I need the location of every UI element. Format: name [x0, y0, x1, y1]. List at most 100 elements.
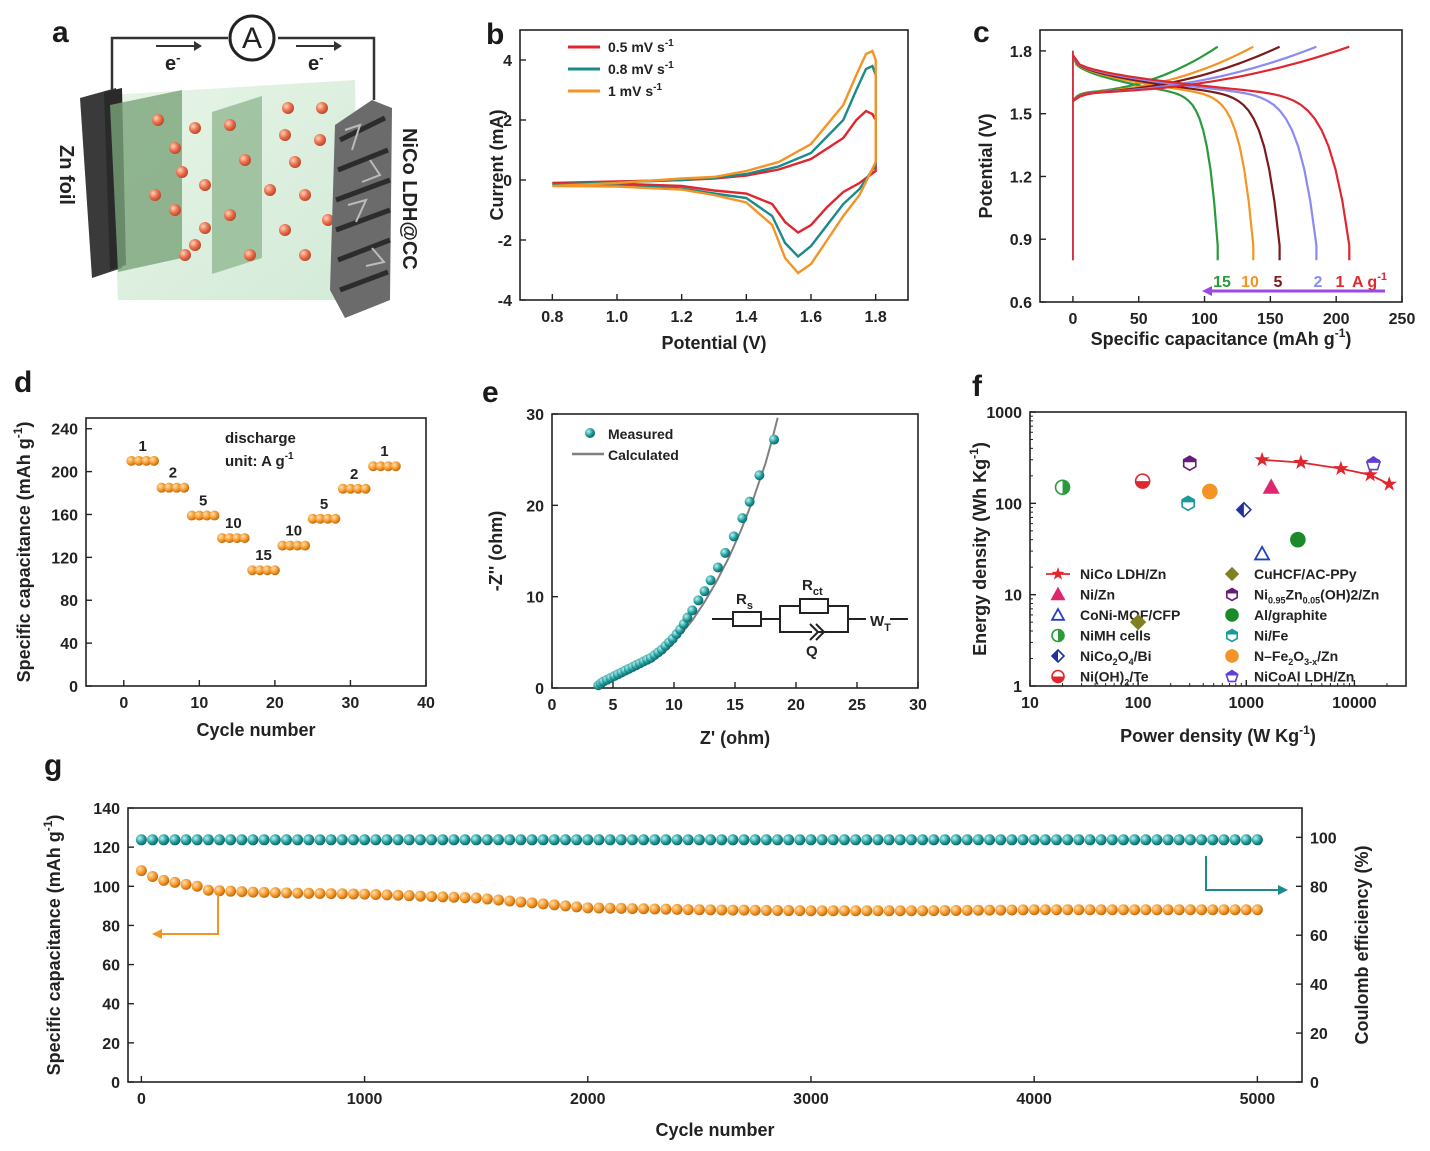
y-tick-label: -2: [498, 233, 512, 250]
capacity-point: [147, 871, 159, 882]
polygon-fill: [1181, 496, 1196, 503]
efficiency-point: [1062, 834, 1074, 846]
efficiency-point: [626, 834, 638, 846]
measured-point: [712, 562, 723, 573]
capacity-point: [1039, 904, 1051, 916]
x-axis-label: Specific capacitance (mAh g-1): [1091, 326, 1352, 349]
y-tick-label: 200: [51, 465, 78, 482]
y-tick-label: 1.8: [1010, 44, 1032, 61]
capacity-point: [1251, 904, 1263, 916]
capacity-point: [526, 897, 538, 909]
measured-point: [754, 470, 765, 481]
legend-text: Al/graphite: [1254, 607, 1327, 623]
rate-label: 2: [1314, 274, 1323, 291]
efficiency-point: [905, 834, 917, 846]
efficiency-point: [738, 834, 750, 846]
electron-label-left: e-: [165, 50, 180, 75]
x-tick-label: 30: [342, 695, 360, 712]
legend-text: Ni/Fe: [1254, 628, 1288, 644]
capacity-point: [705, 904, 717, 916]
efficiency-point: [1173, 834, 1185, 846]
cv-series-line: [552, 49, 877, 275]
efficiency-point: [1151, 834, 1163, 846]
electron-label-right: e-: [308, 50, 323, 75]
rate-point: [239, 533, 250, 544]
x-tick-label: 20: [787, 697, 805, 714]
legend-end: (OH)2/Zn: [1320, 587, 1379, 603]
rate-point: [141, 455, 152, 466]
efficiency-point: [917, 834, 929, 846]
legend-sup: -1: [665, 38, 674, 49]
legend-sub2: 3-x: [1304, 657, 1317, 667]
efficiency-point: [414, 834, 426, 846]
efficiency-point: [537, 834, 549, 846]
rate-point: [209, 510, 220, 521]
legend-text: Ni: [1254, 587, 1268, 603]
legend-sub: 2: [1124, 678, 1129, 688]
measured-point: [693, 595, 704, 606]
efficiency-point: [727, 834, 739, 846]
y-tick-label: 100: [995, 496, 1022, 513]
rate-unit-text: A g: [1352, 274, 1377, 291]
efficiency-point: [1229, 834, 1241, 846]
discharge-curve: [1072, 54, 1351, 261]
efficiency-point: [292, 834, 304, 846]
x-tick-label: 1000: [347, 1091, 383, 1108]
nico-ldh-electrode: [330, 100, 392, 318]
capacity-point: [626, 903, 638, 915]
y-tick-label: 40: [102, 997, 120, 1014]
y-tick-label: 120: [93, 840, 120, 857]
capacity-point: [470, 892, 482, 904]
step-label: 2: [350, 466, 358, 483]
capacity-point: [995, 904, 1007, 916]
legend-mid: O: [1293, 648, 1304, 664]
x-tick-label: 40: [417, 695, 435, 712]
y-tick-label: 40: [60, 636, 78, 653]
y-axis-label: Current (mA): [487, 109, 507, 220]
efficiency-point: [559, 834, 571, 846]
x-tick-label: 1000: [1228, 695, 1264, 712]
efficiency-point: [258, 834, 270, 846]
rate-point: [149, 455, 159, 466]
efficiency-point: [381, 834, 393, 846]
x-axis-label-sup: -1: [1299, 723, 1310, 737]
x-tick-label: 5000: [1240, 1091, 1276, 1108]
capacity-point: [504, 895, 516, 907]
efficiency-point: [950, 834, 962, 846]
x-tick-label: 200: [1323, 311, 1350, 328]
circle-fill: [1062, 480, 1070, 495]
charge-curve: [1072, 45, 1350, 103]
rate-point: [247, 565, 258, 576]
efficiency-point: [1207, 834, 1219, 846]
diamond-marker: [1235, 501, 1252, 518]
separator-left: [110, 90, 182, 272]
efficiency-point: [336, 834, 348, 846]
efficiency-point: [995, 834, 1007, 846]
rate-point: [315, 513, 326, 524]
legend-label: 1 mV s-1: [608, 82, 662, 99]
capacity-point: [426, 890, 438, 902]
capacity-point: [760, 904, 772, 916]
efficiency-point: [158, 834, 170, 846]
y-tick-label: 120: [51, 550, 78, 567]
y2-tick-label: 0: [1310, 1075, 1319, 1092]
x-tick-label: 25: [848, 697, 866, 714]
capacity-point: [905, 905, 917, 917]
efficiency-point: [1095, 834, 1107, 846]
efficiency-point: [771, 834, 783, 846]
circle-marker: [1051, 669, 1065, 684]
triangle-marker: [1253, 544, 1271, 561]
legend-text: 0.8 mV s: [608, 61, 665, 77]
efficiency-point: [794, 834, 806, 846]
capacity-point: [269, 887, 281, 899]
capacity-point: [1084, 904, 1096, 916]
y-tick-label: 60: [102, 958, 120, 975]
legend-text: CoNi-MOF/CFP: [1080, 607, 1180, 623]
diamond-marker: [1224, 566, 1240, 582]
capacity-point: [1173, 904, 1185, 916]
legend-label: N–Fe2O3-x/Zn: [1254, 648, 1338, 667]
efficiency-point: [638, 834, 650, 846]
rate-point: [171, 482, 182, 493]
rate-point: [254, 565, 265, 576]
